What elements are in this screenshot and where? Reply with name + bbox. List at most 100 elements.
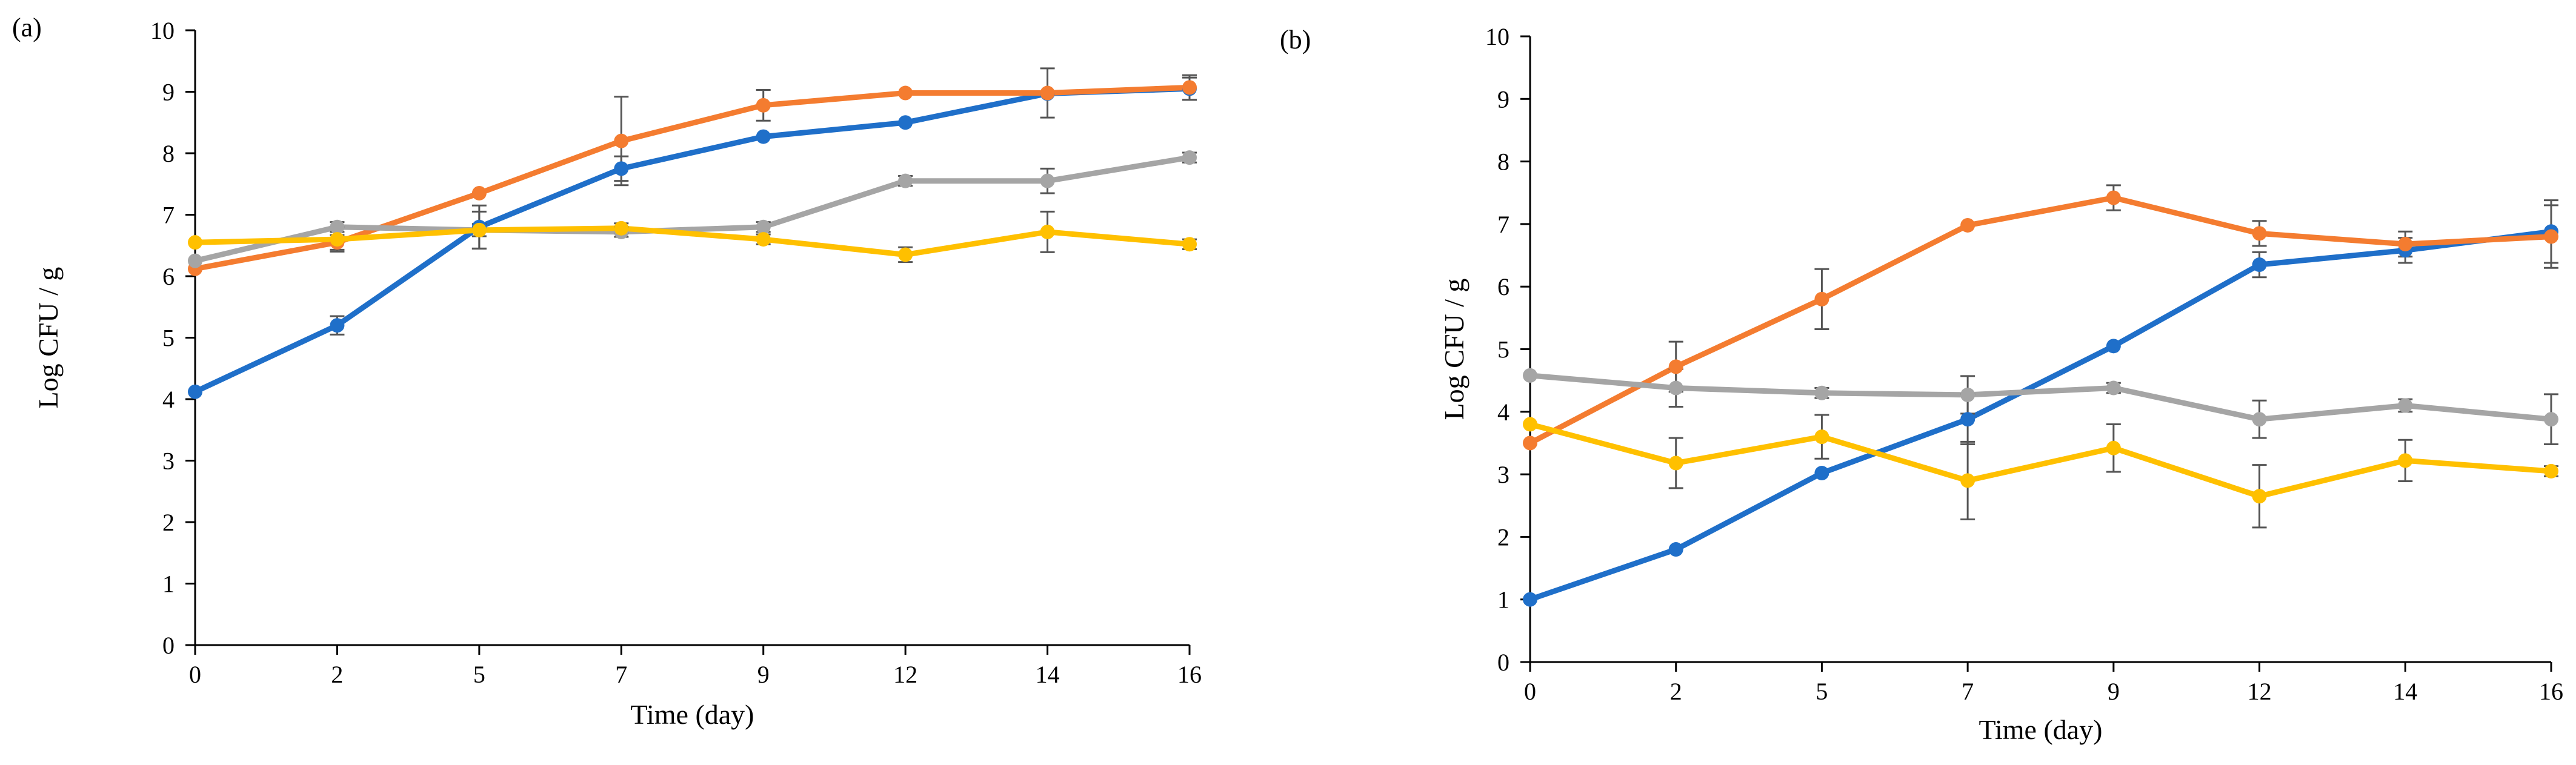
data-point-gray	[756, 219, 771, 234]
y-tick-label: 0	[1497, 649, 1509, 676]
data-point-yellow	[2106, 440, 2121, 455]
data-point-orange	[471, 185, 487, 200]
x-tick-label: 5	[1816, 678, 1828, 705]
panel-label: (a)	[12, 13, 42, 42]
x-tick-label: 0	[189, 661, 201, 688]
data-point-gray	[188, 253, 202, 268]
y-tick-label: 1	[162, 571, 175, 598]
data-point-gray	[1960, 387, 1975, 402]
series-line-blue	[1527, 228, 2554, 603]
data-point-orange	[2252, 226, 2267, 241]
data-point-blue	[898, 115, 913, 130]
y-tick-label: 8	[1497, 148, 1509, 176]
x-tick-label: 14	[1036, 661, 1060, 688]
y-axis-label: Log CFU / g	[1439, 279, 1469, 420]
y-tick-label: 2	[1497, 523, 1509, 551]
x-tick-label: 7	[1962, 678, 1974, 705]
data-point-gray	[2398, 398, 2413, 413]
data-point-orange	[2544, 229, 2558, 244]
data-point-orange	[1814, 291, 1829, 306]
data-point-blue	[614, 161, 629, 176]
data-point-blue	[188, 384, 202, 399]
x-tick-label: 5	[473, 661, 485, 688]
data-point-orange	[1960, 217, 1975, 233]
series-line-gray	[1527, 373, 2554, 422]
data-point-yellow	[1668, 455, 1683, 471]
data-point-gray	[1668, 380, 1683, 396]
data-point-orange	[898, 85, 913, 101]
data-point-orange	[2398, 236, 2413, 251]
data-point-gray	[330, 219, 345, 234]
data-point-blue	[2106, 339, 2121, 354]
data-point-yellow	[1040, 224, 1055, 239]
data-point-gray	[1182, 150, 1197, 165]
data-point-orange	[1523, 435, 1537, 451]
x-tick-label: 2	[331, 661, 343, 688]
series-line-gray	[192, 154, 1193, 264]
y-tick-label: 4	[162, 386, 175, 413]
y-tick-label: 5	[1497, 336, 1509, 363]
data-point-orange	[2106, 190, 2121, 205]
data-point-gray	[2252, 412, 2267, 427]
series-line-yellow	[1527, 422, 2554, 499]
data-point-orange	[614, 133, 629, 148]
y-tick-label: 1	[1497, 586, 1509, 614]
data-point-yellow	[2398, 453, 2413, 468]
data-point-orange	[1182, 80, 1197, 95]
data-point-blue	[756, 129, 771, 144]
data-point-orange	[1040, 85, 1055, 101]
x-tick-label: 12	[893, 661, 917, 688]
y-tick-label: 7	[162, 202, 175, 229]
data-point-yellow	[614, 220, 629, 236]
data-point-gray	[898, 173, 913, 188]
y-tick-label: 8	[162, 140, 175, 167]
data-point-blue	[1668, 542, 1683, 557]
x-tick-label: 16	[2539, 678, 2563, 705]
x-tick-label: 7	[615, 661, 627, 688]
data-point-blue	[330, 318, 345, 333]
data-point-yellow	[2544, 463, 2558, 479]
data-point-yellow	[188, 235, 202, 250]
data-point-yellow	[898, 247, 913, 262]
x-tick-label: 14	[2393, 678, 2417, 705]
series-line-orange	[1527, 195, 2554, 446]
data-point-gray	[1814, 385, 1829, 400]
data-point-yellow	[2252, 489, 2267, 504]
x-tick-label: 9	[757, 661, 770, 688]
data-point-orange	[1668, 359, 1683, 374]
y-tick-label: 7	[1497, 211, 1509, 238]
y-tick-label: 2	[162, 509, 175, 536]
data-point-blue	[1960, 412, 1975, 427]
x-tick-label: 0	[1524, 678, 1536, 705]
y-tick-label: 0	[162, 632, 175, 659]
y-tick-label: 10	[1485, 23, 1509, 50]
data-point-gray	[1040, 173, 1055, 188]
y-tick-label: 5	[162, 325, 175, 352]
y-axis-label: Log CFU / g	[33, 267, 64, 409]
y-tick-label: 6	[1497, 273, 1509, 300]
x-tick-label: 2	[1670, 678, 1682, 705]
y-tick-label: 9	[162, 79, 175, 106]
y-tick-label: 9	[1497, 85, 1509, 113]
data-point-gray	[1523, 368, 1537, 383]
data-point-yellow	[1182, 237, 1197, 252]
data-point-yellow	[471, 222, 487, 237]
y-tick-label: 4	[1497, 399, 1509, 426]
data-point-blue	[1814, 466, 1829, 481]
data-point-orange	[756, 98, 771, 113]
data-point-gray	[2106, 380, 2121, 396]
series-line-yellow	[192, 225, 1193, 257]
x-axis-label: Time (day)	[1979, 714, 2102, 745]
x-axis-label: Time (day)	[630, 699, 754, 730]
data-point-yellow	[1814, 429, 1829, 445]
data-point-blue	[2252, 257, 2267, 273]
y-tick-label: 10	[150, 17, 175, 44]
y-tick-label: 3	[162, 448, 175, 475]
y-tick-label: 6	[162, 263, 175, 290]
data-point-yellow	[1960, 473, 1975, 488]
data-point-gray	[2544, 412, 2558, 427]
x-tick-label: 16	[1177, 661, 1202, 688]
